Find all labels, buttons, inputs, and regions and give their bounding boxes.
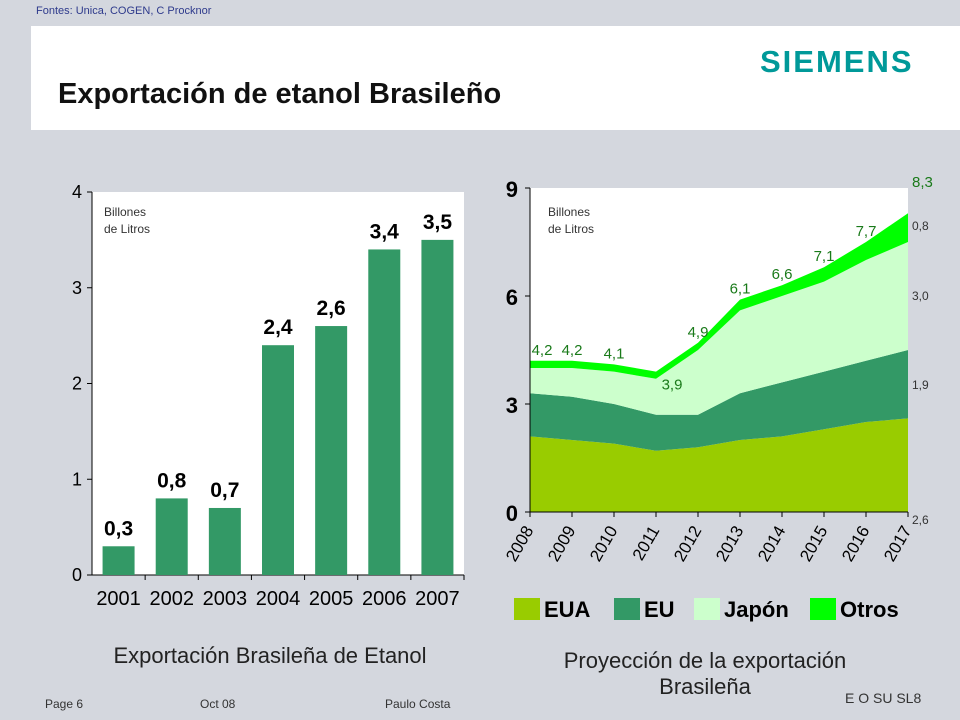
bar-value-label: 0,3 — [104, 517, 133, 540]
x-tick-label: 2008 — [502, 523, 537, 565]
area-chart-projection: 0 3 6 9 2008 2009 2010 2011 2012 2013 2014 2015 2016… — [502, 174, 933, 622]
x-tick-label: 2001 — [96, 588, 141, 610]
footer-date: Oct 08 — [200, 697, 236, 711]
bar — [421, 239, 454, 575]
x-tick-label: 2004 — [256, 588, 301, 610]
y-tick-label: 3 — [72, 278, 82, 298]
total-value-label: 4,2 — [562, 342, 583, 359]
y-tick-label: 3 — [506, 393, 518, 418]
source-note: Fontes: Unica, COGEN, C Procknor — [36, 5, 212, 17]
legend-swatch — [810, 598, 836, 620]
area-eua — [530, 418, 908, 512]
total-value-label: 4,9 — [688, 324, 709, 341]
bar — [208, 507, 241, 575]
unit-label: de Litros — [548, 222, 594, 236]
legend-swatch — [694, 598, 720, 620]
bar — [315, 326, 348, 575]
segment-value-label: 2,6 — [912, 513, 929, 527]
legend-label: EU — [644, 597, 675, 622]
bar-value-label: 3,4 — [370, 220, 400, 243]
total-value-label: 3,9 — [662, 377, 683, 394]
x-tick-label: 2013 — [712, 523, 747, 565]
segment-value-label: 0,8 — [912, 219, 929, 233]
siemens-logo: SIEMENS — [760, 44, 914, 79]
x-tick-label: 2014 — [754, 523, 789, 565]
bar — [368, 249, 401, 575]
total-value-label: 4,1 — [604, 345, 625, 362]
bar-value-label: 0,8 — [157, 469, 187, 492]
x-tick-label: 2016 — [838, 523, 873, 565]
total-value-label: 8,3 — [912, 174, 933, 191]
slide-title: Exportación de etanol Brasileño — [58, 78, 502, 110]
y-tick-label: 9 — [506, 177, 518, 202]
x-tick-label: 2002 — [149, 588, 194, 610]
x-tick-label: 2007 — [415, 588, 460, 610]
footer-author: Paulo Costa — [385, 697, 451, 711]
bar-value-label: 3,5 — [423, 211, 453, 234]
x-tick-label: 2012 — [670, 523, 705, 565]
unit-label: Billones — [104, 205, 146, 219]
bar — [155, 498, 188, 575]
unit-label: de Litros — [104, 222, 150, 236]
total-value-label: 7,1 — [814, 248, 835, 265]
unit-label: Billones — [548, 205, 590, 219]
total-value-label: 6,6 — [772, 266, 793, 283]
legend-label: EUA — [544, 597, 591, 622]
y-tick-label: 4 — [72, 182, 82, 202]
legend-label: Otros — [840, 597, 899, 622]
area-otros — [530, 213, 908, 379]
area-japon — [530, 242, 908, 415]
legend-swatch — [614, 598, 640, 620]
x-tick-label: 2009 — [544, 523, 579, 565]
x-tick-label: 2006 — [362, 588, 407, 610]
legend-swatch — [514, 598, 540, 620]
x-tick-label: 2015 — [796, 523, 831, 565]
x-tick-label: 2011 — [629, 523, 664, 564]
y-tick-label: 0 — [506, 501, 518, 526]
y-tick-label: 1 — [72, 469, 82, 489]
y-tick-label: 2 — [72, 374, 82, 394]
bar-chart-exports: 0 1 2 3 4 0,3 2001 0,8 2002 0,7 2003 2,4 2004 2,6 2005… — [72, 182, 465, 610]
segment-value-label: 3,0 — [912, 289, 929, 303]
total-value-label: 4,2 — [532, 342, 553, 359]
area-chart-caption: Proyección de la exportación Brasileña — [563, 648, 847, 699]
footer-page: Page 6 — [45, 697, 84, 711]
footer-code: E O SU SL8 — [845, 690, 922, 706]
bar-value-label: 2,4 — [263, 316, 293, 339]
bar — [102, 546, 135, 575]
segment-value-label: 1,9 — [912, 378, 929, 392]
header-band — [31, 26, 960, 130]
bar-value-label: 0,7 — [210, 479, 239, 502]
bar-value-label: 2,6 — [317, 297, 346, 320]
x-tick-label: 2017 — [880, 523, 915, 565]
area-eu — [530, 350, 908, 451]
total-value-label: 6,1 — [730, 281, 751, 298]
x-tick-label: 2010 — [586, 523, 621, 565]
y-tick-label: 6 — [506, 285, 518, 310]
x-tick-label: 2005 — [309, 588, 354, 610]
legend-label: Japón — [724, 597, 789, 622]
y-tick-label: 0 — [72, 565, 82, 585]
bar-chart-caption: Exportación Brasileña de Etanol — [113, 643, 427, 668]
total-value-label: 7,7 — [856, 223, 877, 240]
bar — [262, 345, 294, 575]
x-tick-label: 2003 — [203, 588, 248, 610]
